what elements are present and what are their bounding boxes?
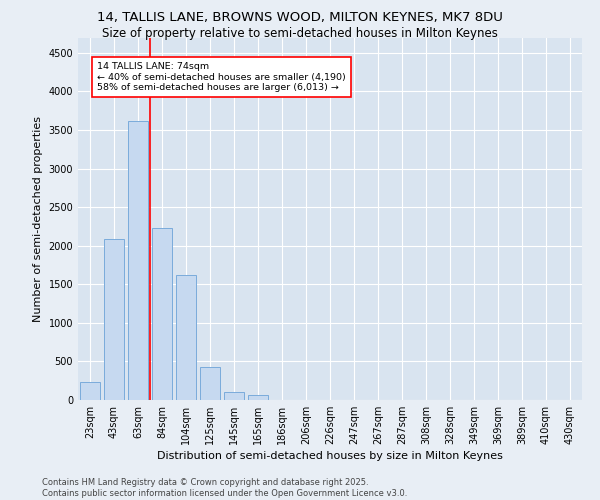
Bar	[248, 396, 268, 400]
Bar	[80, 382, 100, 400]
Text: 14 TALLIS LANE: 74sqm
← 40% of semi-detached houses are smaller (4,190)
58% of s: 14 TALLIS LANE: 74sqm ← 40% of semi-deta…	[97, 62, 346, 92]
Bar	[104, 239, 124, 400]
Text: Contains HM Land Registry data © Crown copyright and database right 2025.
Contai: Contains HM Land Registry data © Crown c…	[42, 478, 407, 498]
Bar	[128, 121, 148, 400]
Bar	[224, 392, 244, 400]
Bar	[152, 228, 172, 400]
Text: 14, TALLIS LANE, BROWNS WOOD, MILTON KEYNES, MK7 8DU: 14, TALLIS LANE, BROWNS WOOD, MILTON KEY…	[97, 12, 503, 24]
Bar	[176, 275, 196, 400]
Text: Size of property relative to semi-detached houses in Milton Keynes: Size of property relative to semi-detach…	[102, 28, 498, 40]
Y-axis label: Number of semi-detached properties: Number of semi-detached properties	[33, 116, 43, 322]
X-axis label: Distribution of semi-detached houses by size in Milton Keynes: Distribution of semi-detached houses by …	[157, 451, 503, 461]
Bar	[200, 367, 220, 400]
